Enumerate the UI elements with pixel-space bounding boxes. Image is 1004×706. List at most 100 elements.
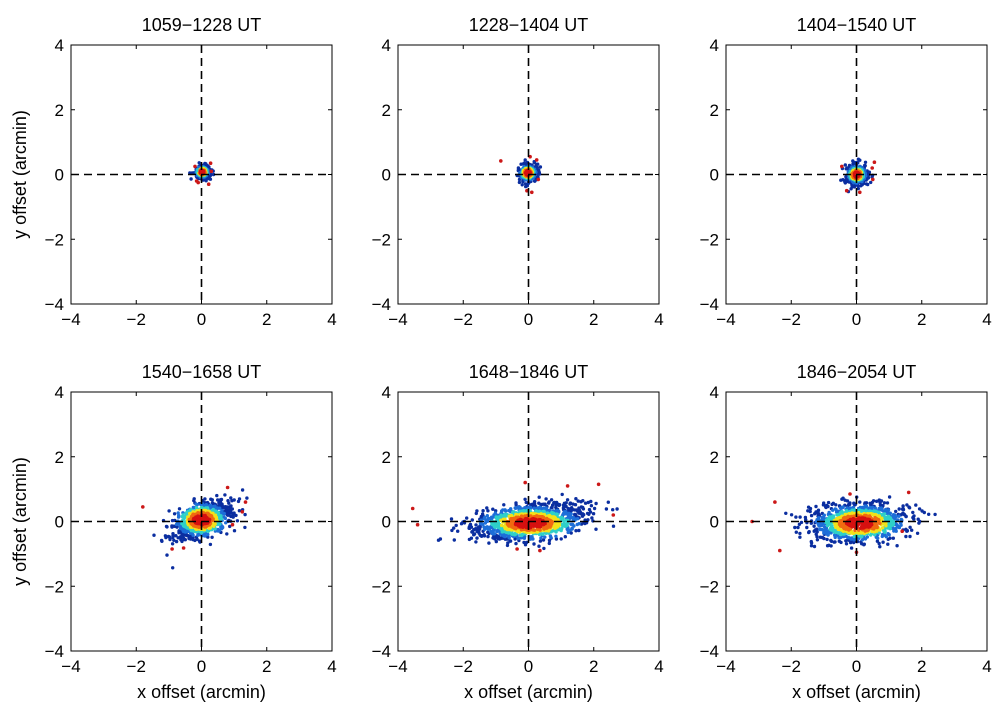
data-point: [486, 530, 490, 534]
data-point: [933, 512, 937, 517]
data-point: [557, 503, 561, 508]
data-point: [844, 175, 848, 179]
outlier-point: [170, 547, 174, 551]
data-point: [519, 162, 523, 166]
data-point: [491, 507, 495, 511]
data-point: [235, 519, 240, 523]
data-point: [452, 538, 456, 542]
data-point: [508, 539, 512, 543]
data-point: [170, 542, 175, 546]
y-tick-label: −2: [700, 230, 719, 249]
outlier-point: [193, 164, 197, 169]
y-tick-label: 0: [55, 513, 64, 532]
data-point: [500, 523, 504, 527]
y-tick-label: 0: [710, 513, 719, 532]
panel-title: 1540−1658 UT: [142, 362, 262, 382]
data-point: [228, 524, 232, 529]
data-point: [869, 180, 873, 185]
data-point: [530, 535, 534, 539]
x-tick-label: 0: [852, 310, 861, 329]
data-point: [875, 539, 880, 543]
data-point: [808, 509, 812, 514]
data-point: [167, 535, 172, 539]
data-point: [575, 522, 579, 527]
data-point: [174, 534, 178, 538]
data-point: [481, 522, 485, 526]
data-point: [899, 521, 903, 525]
data-point: [576, 499, 580, 503]
data-point: [538, 539, 543, 543]
data-point: [543, 502, 547, 507]
data-point: [840, 506, 844, 510]
data-point: [496, 528, 500, 532]
data-point: [532, 542, 536, 546]
data-point: [893, 517, 897, 521]
y-tick-label: 4: [710, 36, 719, 55]
data-point: [911, 510, 915, 515]
data-point: [784, 511, 788, 515]
data-point: [886, 532, 890, 536]
outlier-point: [773, 500, 777, 504]
panel-3: 1404−1540 UT −4 −2 0 2 4 −4 −2 0 2 4: [700, 15, 992, 329]
x-tick-label: −2: [127, 657, 146, 676]
data-point: [840, 497, 844, 501]
x-tick-label: 2: [917, 657, 926, 676]
data-point: [547, 541, 551, 546]
data-point: [858, 158, 862, 162]
x-tick-label: 2: [589, 657, 598, 676]
data-point: [865, 535, 869, 539]
data-point: [216, 498, 220, 502]
data-point: [554, 537, 559, 541]
data-point: [830, 524, 834, 528]
panel-title: 1059−1228 UT: [142, 15, 262, 35]
data-point: [820, 535, 825, 540]
x-tick-label: −2: [782, 310, 801, 329]
data-point: [581, 507, 586, 511]
data-point: [165, 553, 169, 557]
data-point: [225, 532, 229, 536]
data-point: [504, 509, 508, 513]
data-point: [798, 515, 802, 519]
data-point: [517, 536, 521, 540]
data-point: [891, 536, 895, 540]
data-point: [517, 180, 522, 185]
y-tick-label: −2: [45, 230, 64, 249]
data-point: [194, 505, 199, 510]
y-tick-label: 2: [55, 448, 64, 467]
data-point: [798, 535, 802, 539]
y-tick-label: 2: [710, 101, 719, 120]
panel-2: 1228−1404 UT −4 −2 0 2 4 −4 −2 0 2 4: [372, 15, 664, 329]
data-point: [812, 524, 816, 528]
data-point: [537, 544, 541, 548]
data-point: [587, 512, 591, 516]
data-point: [590, 516, 594, 520]
plot-area: [188, 161, 216, 186]
outlier-point: [499, 159, 503, 163]
panel-title: 1404−1540 UT: [797, 15, 917, 35]
outlier-point: [870, 166, 874, 170]
data-point: [549, 498, 554, 502]
data-point: [798, 531, 802, 536]
data-point: [513, 537, 517, 541]
y-tick-label: 2: [382, 101, 391, 120]
data-point: [863, 160, 868, 164]
data-point: [796, 525, 800, 530]
x-tick-label: −2: [454, 657, 473, 676]
data-point: [197, 161, 201, 165]
data-point: [223, 493, 227, 497]
data-point: [799, 520, 804, 525]
data-point: [189, 177, 193, 181]
data-point: [240, 488, 245, 492]
x-tick-label: 4: [654, 657, 663, 676]
data-point: [210, 535, 214, 539]
data-point: [522, 540, 526, 545]
data-point: [804, 518, 808, 522]
data-point: [539, 536, 543, 540]
x-axis-label: x offset (arcmin): [792, 682, 921, 702]
outlier-point: [538, 548, 542, 553]
data-point: [604, 507, 609, 511]
panel-title: 1648−1846 UT: [469, 362, 589, 382]
x-tick-label: 0: [197, 657, 206, 676]
data-point: [920, 509, 924, 513]
data-point: [206, 532, 210, 537]
